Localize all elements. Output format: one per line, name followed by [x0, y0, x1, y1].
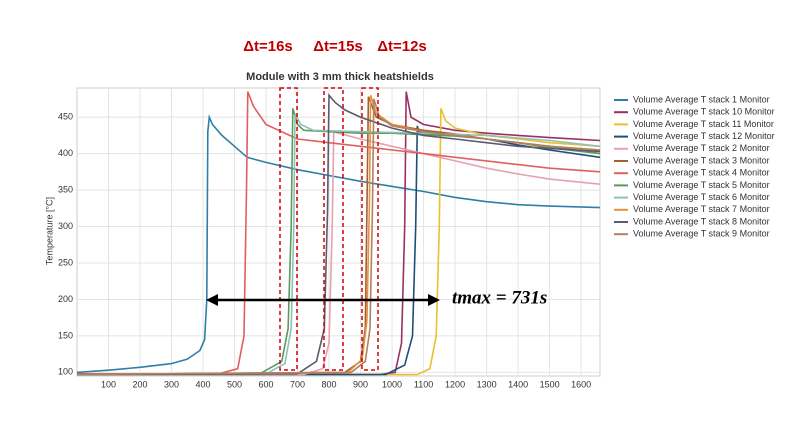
x-tick-label: 400	[196, 379, 211, 389]
arrow-head	[428, 294, 440, 306]
arrow-head	[206, 294, 218, 306]
y-tick-label: 250	[58, 257, 73, 267]
duration-arrow	[206, 294, 440, 306]
annotation: tmax = 731s	[452, 287, 547, 308]
series-line	[76, 113, 601, 376]
highlight-box	[323, 87, 344, 371]
series-line	[77, 130, 601, 376]
y-tick-label: 300	[58, 221, 73, 231]
legend-label: Volume Average T stack 12 Monitor	[633, 131, 775, 141]
x-tick-label: 1600	[571, 379, 591, 389]
series-line	[77, 108, 601, 376]
legend-label: Volume Average T stack 11 Monitor	[633, 119, 774, 129]
legend-label: Volume Average T stack 3 Monitor	[633, 155, 770, 165]
x-tick-label: 1200	[445, 379, 465, 389]
y-tick-label: 450	[58, 112, 73, 122]
x-tick-label: 100	[101, 379, 116, 389]
x-tick-label: 1400	[508, 379, 528, 389]
y-tick-label: 100	[58, 367, 73, 377]
legend-label: Volume Average T stack 7 Monitor	[633, 204, 770, 214]
x-tick-label: 700	[290, 379, 305, 389]
highlight-box	[361, 87, 379, 371]
series-line	[77, 91, 601, 376]
x-tick-label: 1300	[477, 379, 497, 389]
legend-label: Volume Average T stack 6 Monitor	[633, 192, 770, 202]
legend-label: Volume Average T stack 1 Monitor	[633, 94, 770, 104]
x-tick-label: 200	[132, 379, 147, 389]
y-tick-label: 350	[58, 184, 73, 194]
y-axis-label: Temperature [°C]	[44, 197, 54, 265]
x-tick-label: 1000	[382, 379, 402, 389]
y-tick-label: 150	[58, 330, 73, 340]
legend-label: Volume Average T stack 4 Monitor	[633, 168, 770, 178]
x-tick-label: 900	[353, 379, 368, 389]
highlight-boxes	[279, 87, 379, 371]
annotation: Δt=16s	[243, 38, 293, 55]
highlight-box	[279, 87, 298, 371]
annotation: Δt=12s	[377, 38, 427, 55]
legend-label: Volume Average T stack 8 Monitor	[633, 216, 770, 226]
series-line	[76, 98, 601, 376]
legend-label: Volume Average T stack 5 Monitor	[633, 180, 770, 190]
y-tick-label: 200	[58, 294, 73, 304]
x-tick-label: 1500	[540, 379, 560, 389]
annotation: Δt=15s	[313, 38, 363, 55]
y-tick-label: 400	[58, 148, 73, 158]
x-tick-label: 1100	[414, 379, 433, 389]
plot-background	[76, 87, 601, 377]
series-line	[76, 93, 601, 376]
plot-area: 100 150 200 250 300 350 400 450 100 200 300 400 500 6…	[58, 87, 601, 389]
legend-label: Volume Average T stack 10 Monitor	[633, 107, 775, 117]
x-tick-label: 600	[259, 379, 274, 389]
series-line	[77, 125, 601, 376]
x-tick-label: 500	[227, 379, 242, 389]
legend-label: Volume Average T stack 9 Monitor	[633, 229, 770, 239]
x-tick-label: 800	[322, 379, 337, 389]
x-tick-label: 300	[164, 379, 179, 389]
series-line	[77, 91, 601, 375]
chart-title: Module with 3 mm thick heatshields	[246, 71, 434, 83]
legend-label: Volume Average T stack 2 Monitor	[633, 143, 770, 153]
series-line	[76, 114, 601, 374]
